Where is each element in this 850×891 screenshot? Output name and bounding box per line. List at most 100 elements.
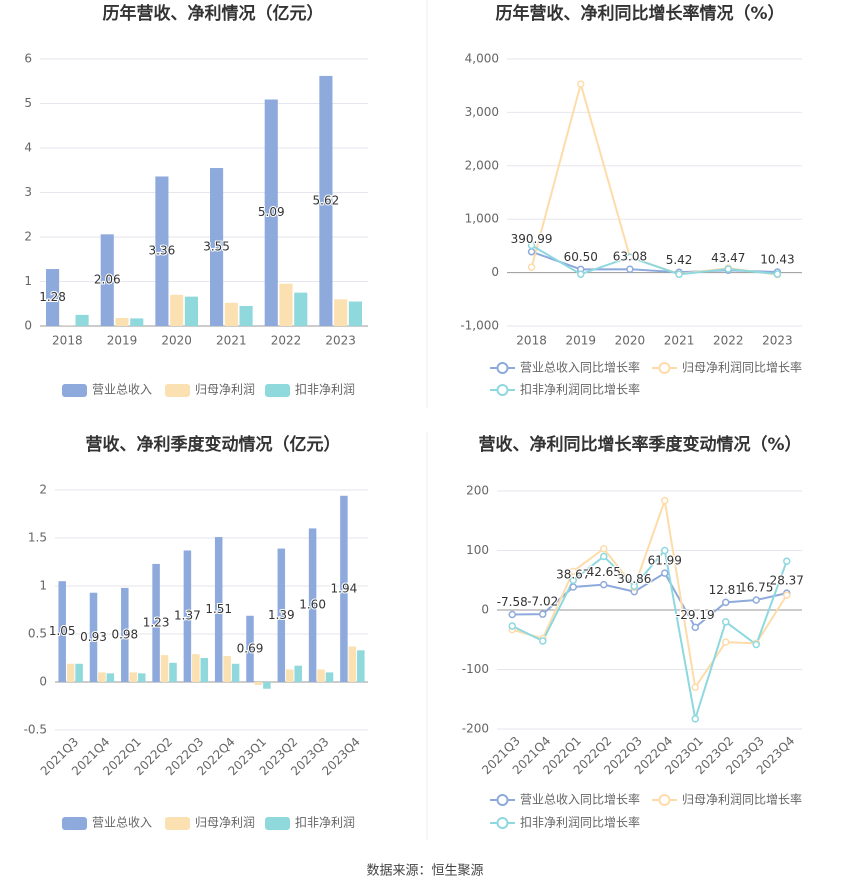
bar (277, 548, 286, 682)
bar (89, 592, 98, 682)
y-tick-label: 3,000 (465, 105, 499, 119)
y-tick-label: 200 (466, 484, 489, 498)
point (539, 637, 547, 645)
data-label: 0.98 (111, 627, 138, 641)
data-label: -29.19 (676, 608, 715, 622)
legend-label: 扣非净利润 (295, 383, 355, 397)
y-tick-label: 2,000 (465, 158, 499, 172)
bar (58, 581, 66, 682)
legend-label: 营业总收入同比增长率 (520, 360, 640, 375)
data-label: 5.62 (313, 193, 340, 207)
bar (246, 615, 254, 682)
legend-swatch (496, 817, 509, 829)
y-tick-label: 0 (39, 675, 47, 689)
data-label: 43.47 (711, 251, 745, 265)
point (569, 583, 577, 591)
x-tick-label: 2023 (762, 334, 793, 348)
data-label: 12.81 (709, 583, 743, 597)
bar (294, 292, 308, 326)
y-tick-label: 0 (24, 319, 32, 333)
point (600, 544, 608, 553)
point (724, 265, 732, 273)
data-label: 1.39 (268, 608, 295, 622)
bar (106, 673, 115, 682)
point (600, 580, 608, 589)
chart-title: 历年营收、净利同比增长率情况（%） (495, 3, 784, 24)
legend-label: 归母净利润 (195, 383, 255, 397)
bar (340, 495, 348, 682)
bar (325, 672, 334, 682)
x-tick-label: 2021 (216, 334, 247, 348)
point (539, 610, 547, 618)
x-tick-label: 2019 (107, 334, 138, 348)
bar (334, 299, 348, 326)
data-label: 63.08 (613, 250, 647, 264)
point (722, 618, 730, 626)
point (626, 253, 634, 261)
y-tick-label: 1 (39, 579, 47, 593)
data-label: 3.36 (149, 244, 176, 258)
bar (170, 294, 184, 326)
data-label: 0.69 (237, 641, 264, 655)
source-note: 数据来源：恒生聚源 (366, 864, 483, 879)
legend-label: 归母净利润同比增长率 (682, 360, 802, 375)
legend-swatch (165, 817, 190, 830)
y-tick-label: 1 (24, 274, 32, 288)
bar (200, 658, 209, 682)
data-label: 1.37 (174, 609, 201, 623)
bar (224, 302, 238, 326)
x-tick-label: 2021 (664, 334, 695, 348)
chart-title: 营收、净利季度变动情况（亿元） (86, 434, 341, 455)
data-label: 28.37 (770, 574, 804, 588)
bar (184, 296, 198, 326)
data-label: -7.02 (527, 595, 558, 609)
line (512, 571, 787, 629)
data-label: 1.60 (299, 598, 326, 612)
point (675, 270, 683, 279)
x-tick-label: 2018 (52, 334, 83, 348)
data-label: 0.93 (80, 630, 107, 644)
bar (155, 176, 169, 326)
bar (75, 663, 83, 682)
x-tick-label: 2018 (516, 334, 547, 348)
legend-label: 扣非净利润同比增长率 (520, 815, 640, 830)
point (661, 496, 669, 505)
chart: 营收、净利同比增长率季度变动情况（%）-200-10001002002021Q3… (462, 434, 805, 830)
data-label: 42.65 (587, 565, 621, 579)
bar (317, 669, 325, 682)
bar (210, 168, 224, 326)
bar (169, 662, 177, 682)
chart-title: 营收、净利同比增长率季度变动情况（%） (478, 434, 801, 455)
data-label: 1.51 (205, 602, 232, 616)
bar (130, 318, 144, 326)
legend-label: 归母净利润同比增长率 (682, 792, 802, 807)
point (577, 270, 585, 278)
y-tick-label: 0 (491, 265, 499, 279)
data-label: 1.05 (49, 624, 76, 638)
bar (308, 528, 317, 682)
bar (348, 301, 362, 326)
legend-label: 营业总收入 (92, 816, 152, 830)
point (577, 80, 585, 88)
legend-swatch (265, 384, 290, 397)
y-tick-label: 1.5 (28, 531, 47, 545)
x-tick-label: 2022 (271, 334, 302, 348)
legend-label: 归母净利润 (195, 816, 255, 830)
bar (214, 537, 223, 682)
data-label: 2.06 (94, 273, 121, 287)
point (691, 715, 699, 723)
bar (264, 99, 278, 327)
data-label: 5.09 (258, 205, 285, 219)
data-label: 3.55 (203, 240, 230, 254)
bar (66, 663, 75, 682)
bar (160, 655, 169, 682)
legend-swatch (165, 384, 190, 397)
point (569, 567, 577, 576)
y-tick-label: -0.5 (24, 723, 47, 737)
bar (115, 317, 129, 326)
data-label: 10.43 (760, 253, 794, 267)
point (630, 582, 638, 590)
bar (239, 305, 253, 326)
y-tick-label: 2 (39, 483, 47, 497)
